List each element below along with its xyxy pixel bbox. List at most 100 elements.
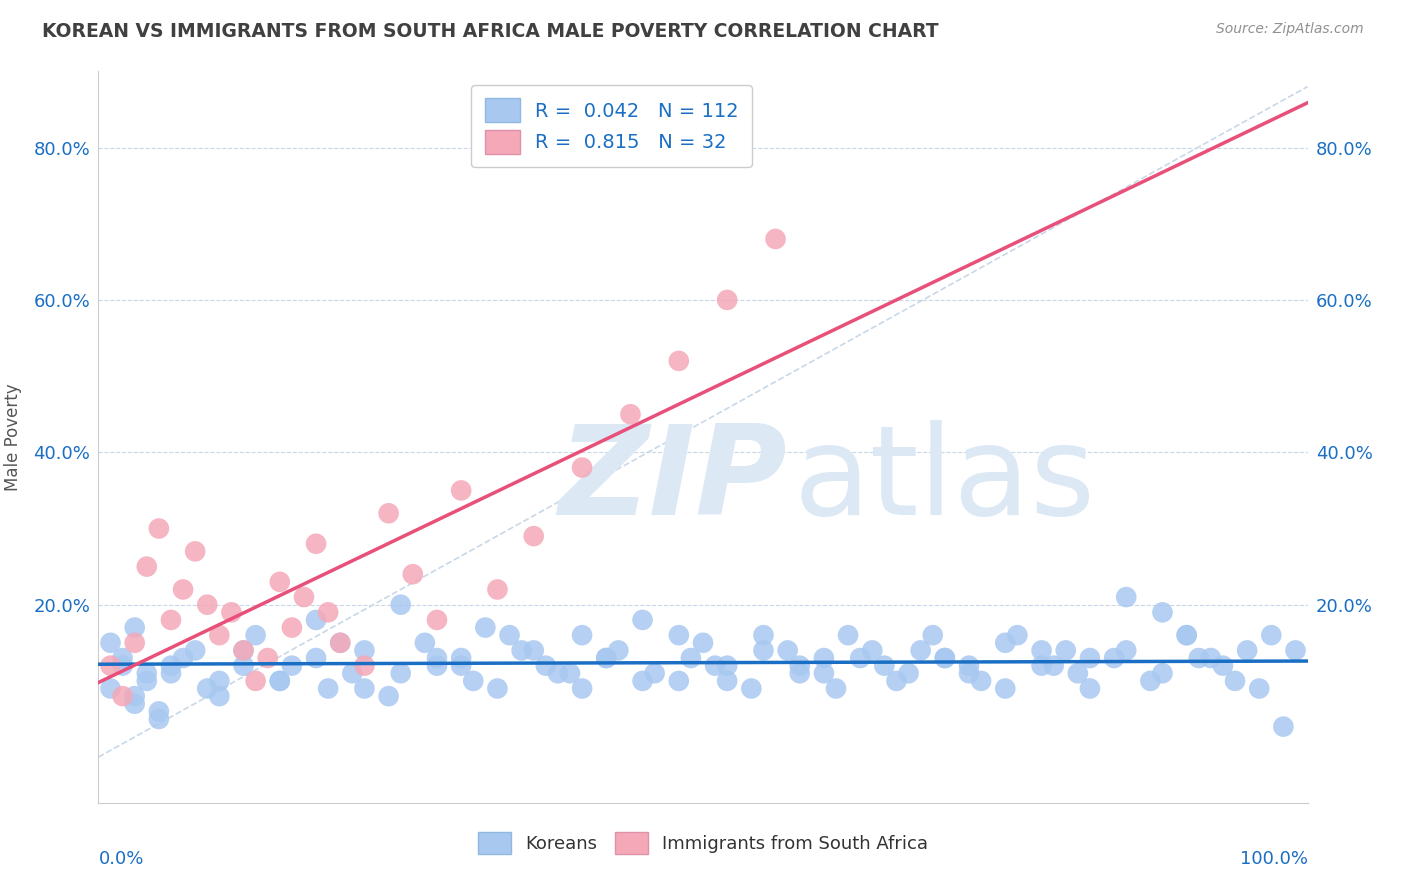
- Point: [716, 293, 738, 307]
- Point: [1115, 590, 1137, 604]
- Point: [1031, 643, 1053, 657]
- Point: [389, 666, 412, 681]
- Point: [111, 689, 134, 703]
- Point: [148, 705, 170, 719]
- Point: [994, 636, 1017, 650]
- Point: [1067, 666, 1090, 681]
- Point: [450, 483, 472, 498]
- Point: [510, 643, 533, 657]
- Point: [450, 651, 472, 665]
- Point: [281, 621, 304, 635]
- Point: [172, 582, 194, 597]
- Point: [668, 673, 690, 688]
- Point: [619, 407, 641, 421]
- Y-axis label: Male Poverty: Male Poverty: [4, 384, 22, 491]
- Point: [716, 673, 738, 688]
- Point: [644, 666, 666, 681]
- Point: [1199, 651, 1222, 665]
- Point: [1078, 651, 1101, 665]
- Point: [607, 643, 630, 657]
- Point: [389, 598, 412, 612]
- Point: [305, 651, 328, 665]
- Point: [595, 651, 617, 665]
- Point: [1175, 628, 1198, 642]
- Point: [172, 651, 194, 665]
- Point: [571, 628, 593, 642]
- Point: [1284, 643, 1306, 657]
- Point: [873, 658, 896, 673]
- Point: [148, 521, 170, 535]
- Point: [897, 666, 920, 681]
- Point: [135, 666, 157, 681]
- Point: [269, 673, 291, 688]
- Legend: Koreans, Immigrants from South Africa: Koreans, Immigrants from South Africa: [465, 820, 941, 867]
- Point: [886, 673, 908, 688]
- Point: [124, 689, 146, 703]
- Point: [860, 643, 883, 657]
- Text: 0.0%: 0.0%: [98, 850, 143, 868]
- Point: [1054, 643, 1077, 657]
- Point: [789, 658, 811, 673]
- Point: [100, 636, 122, 650]
- Point: [208, 689, 231, 703]
- Point: [269, 574, 291, 589]
- Point: [135, 673, 157, 688]
- Point: [970, 673, 993, 688]
- Point: [813, 651, 835, 665]
- Point: [1260, 628, 1282, 642]
- Point: [245, 673, 267, 688]
- Point: [1152, 666, 1174, 681]
- Point: [1175, 628, 1198, 642]
- Point: [486, 582, 509, 597]
- Point: [342, 666, 364, 681]
- Point: [571, 681, 593, 696]
- Point: [1249, 681, 1271, 696]
- Point: [776, 643, 799, 657]
- Point: [124, 697, 146, 711]
- Point: [474, 621, 496, 635]
- Text: Source: ZipAtlas.com: Source: ZipAtlas.com: [1216, 22, 1364, 37]
- Point: [281, 658, 304, 673]
- Point: [789, 666, 811, 681]
- Point: [523, 529, 546, 543]
- Point: [377, 689, 399, 703]
- Point: [849, 651, 872, 665]
- Point: [934, 651, 956, 665]
- Point: [256, 651, 278, 665]
- Text: 100.0%: 100.0%: [1240, 850, 1308, 868]
- Point: [111, 658, 134, 673]
- Point: [377, 506, 399, 520]
- Point: [426, 613, 449, 627]
- Point: [111, 651, 134, 665]
- Point: [316, 681, 339, 696]
- Point: [148, 712, 170, 726]
- Point: [631, 613, 654, 627]
- Point: [1152, 605, 1174, 619]
- Point: [232, 658, 254, 673]
- Point: [1236, 643, 1258, 657]
- Point: [631, 673, 654, 688]
- Point: [269, 673, 291, 688]
- Point: [305, 537, 328, 551]
- Point: [752, 628, 775, 642]
- Point: [523, 643, 546, 657]
- Point: [232, 643, 254, 657]
- Point: [910, 643, 932, 657]
- Point: [195, 598, 218, 612]
- Point: [994, 681, 1017, 696]
- Point: [1007, 628, 1029, 642]
- Point: [450, 658, 472, 673]
- Point: [679, 651, 702, 665]
- Point: [329, 636, 352, 650]
- Text: ZIP: ZIP: [558, 420, 786, 541]
- Point: [692, 636, 714, 650]
- Point: [329, 636, 352, 650]
- Point: [1212, 658, 1234, 673]
- Point: [1188, 651, 1211, 665]
- Point: [135, 559, 157, 574]
- Text: KOREAN VS IMMIGRANTS FROM SOUTH AFRICA MALE POVERTY CORRELATION CHART: KOREAN VS IMMIGRANTS FROM SOUTH AFRICA M…: [42, 22, 939, 41]
- Point: [595, 651, 617, 665]
- Point: [957, 658, 980, 673]
- Point: [208, 628, 231, 642]
- Point: [160, 613, 183, 627]
